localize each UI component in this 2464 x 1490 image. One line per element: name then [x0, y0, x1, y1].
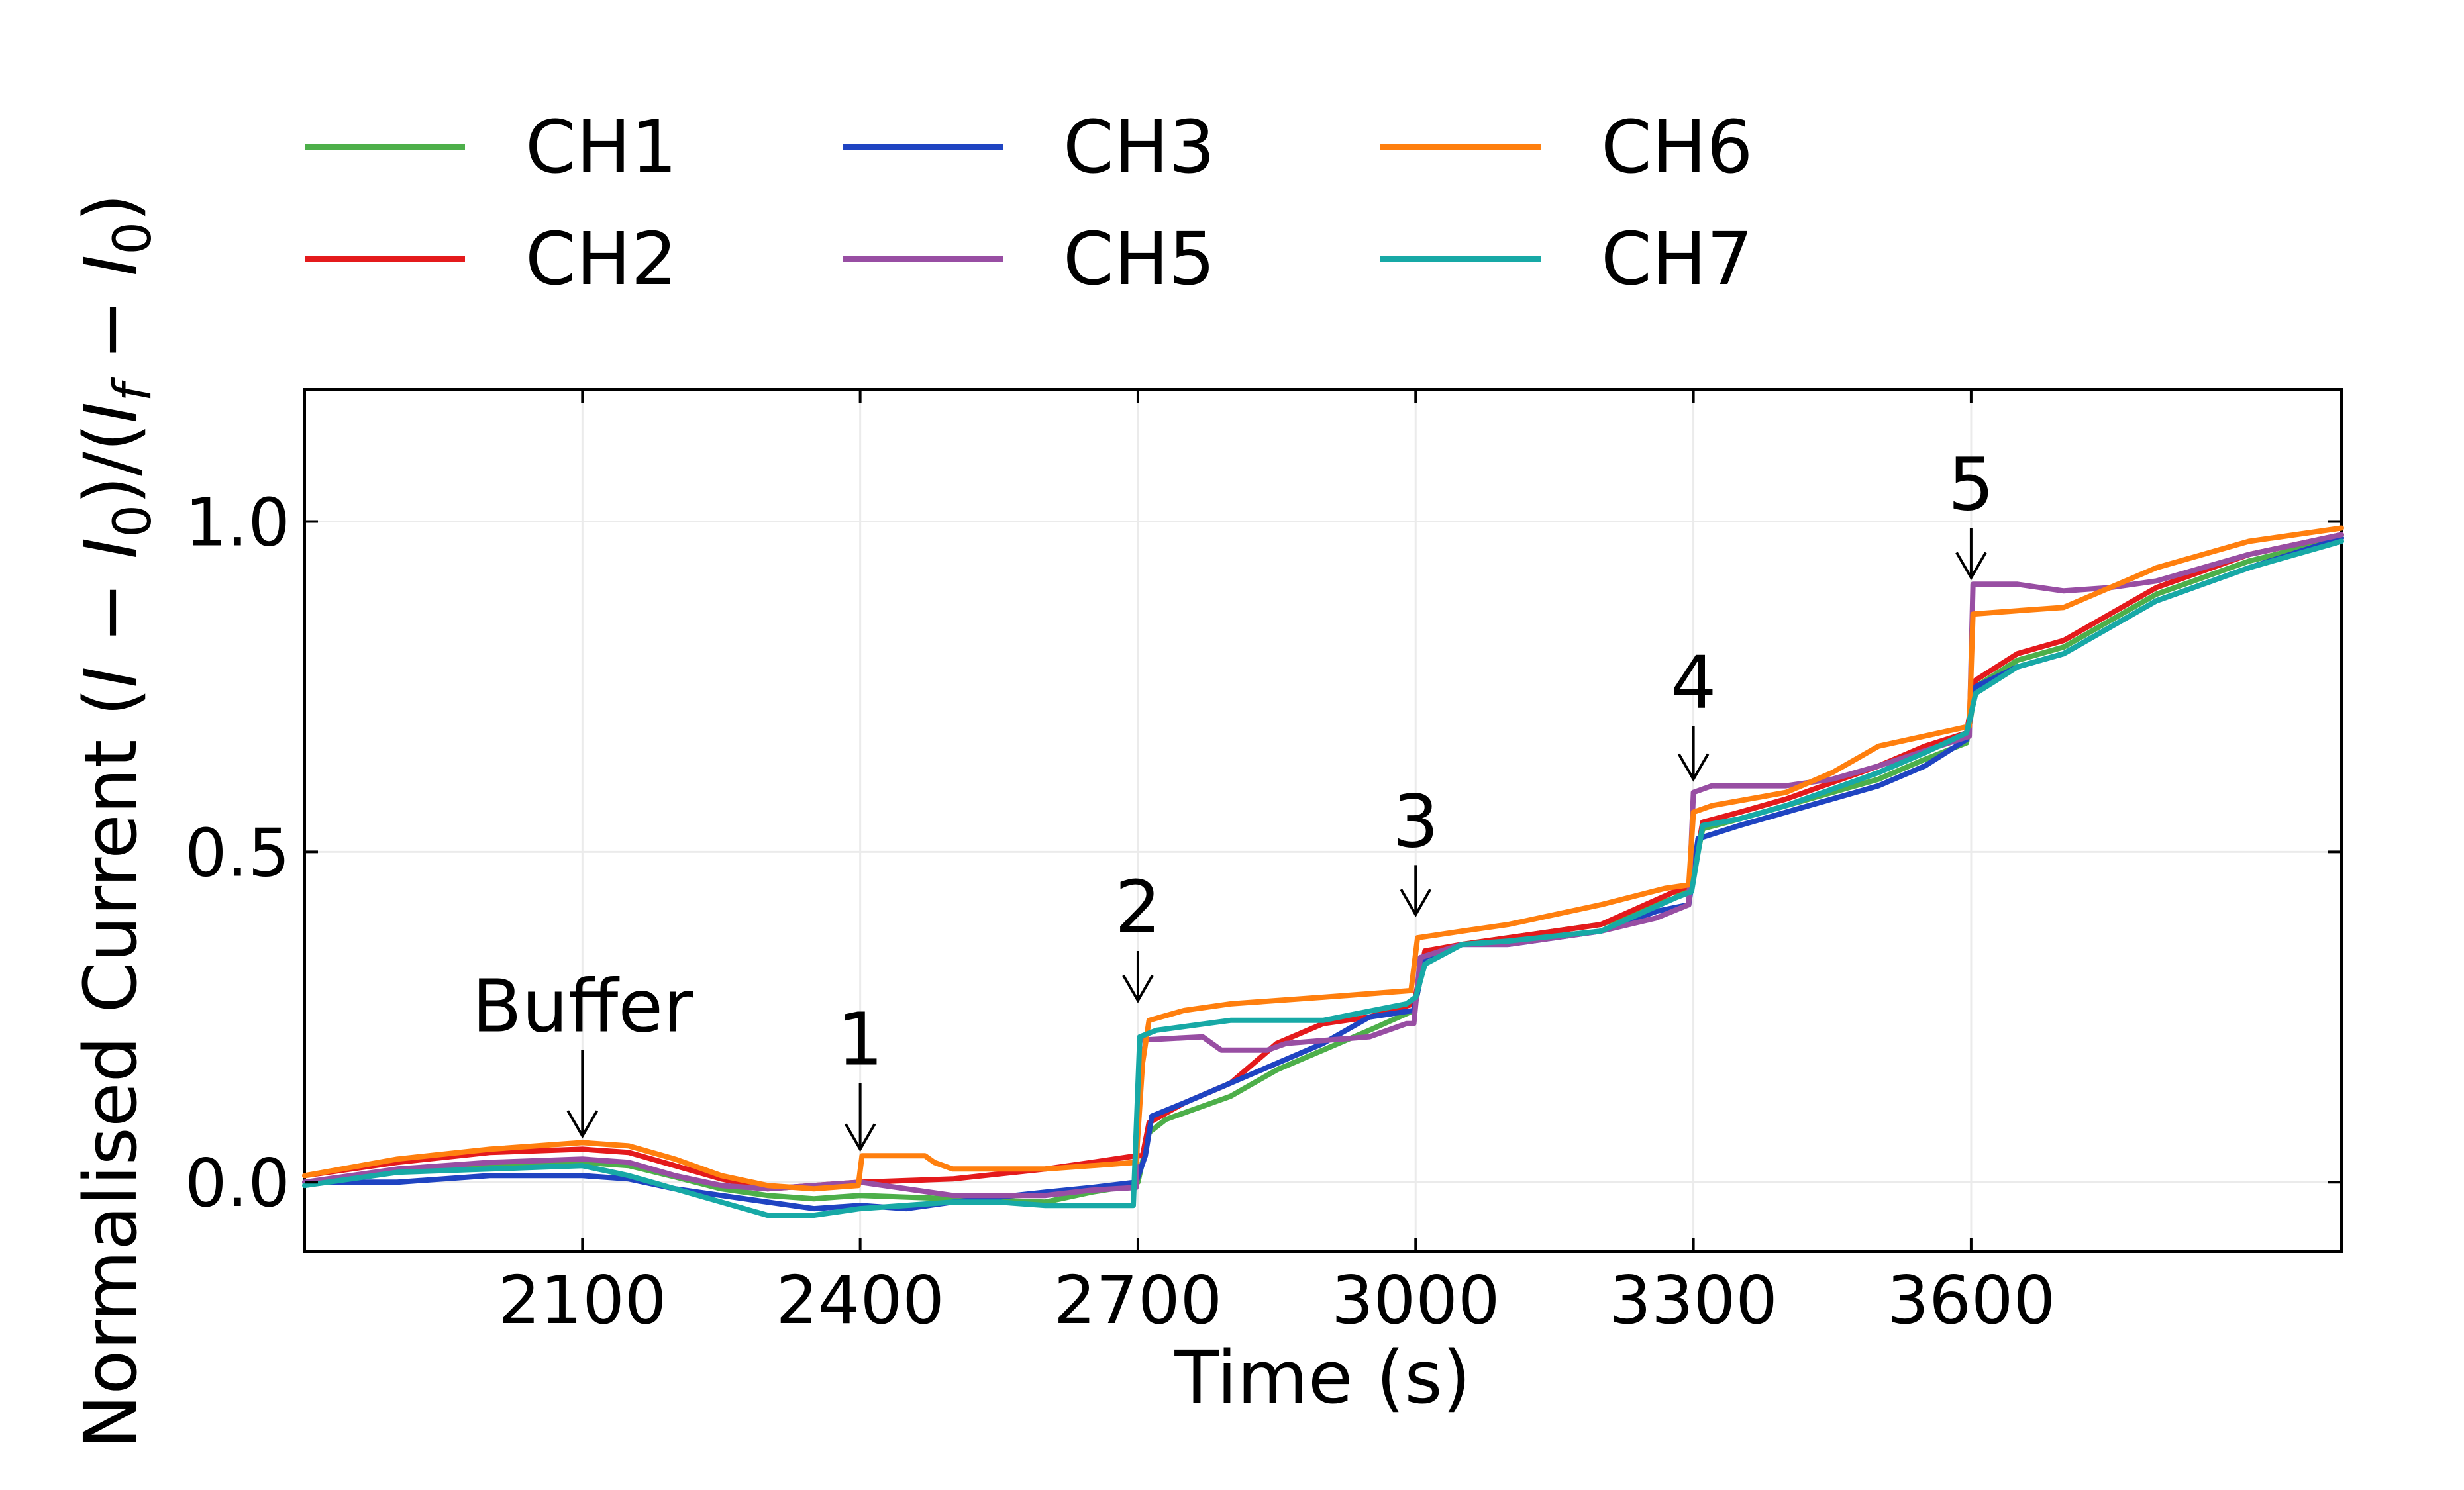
grid-lines [305, 389, 2341, 1252]
annotation-5: 5 [1948, 442, 1994, 581]
annotation-label: 1 [837, 997, 884, 1082]
x-tick-label: 3000 [1331, 1262, 1500, 1339]
y-axis-title-part: I [68, 538, 153, 559]
y-axis-title-part: − [68, 559, 153, 666]
y-axis-title-part: − [68, 276, 153, 383]
y-tick-label: 0.5 [185, 814, 290, 891]
x-tick-label: 2700 [1054, 1262, 1223, 1339]
y-axis-title-part: I [68, 402, 153, 423]
x-tick-label: 3300 [1609, 1262, 1778, 1339]
annotation-label: 3 [1392, 779, 1439, 864]
annotation-buffer: Buffer [472, 964, 693, 1139]
series-line-ch6 [302, 525, 2344, 1192]
plot-frame [303, 388, 2343, 1253]
annotation-label: Buffer [472, 964, 693, 1049]
y-tick-label: 1.0 [185, 484, 290, 562]
annotation-label: 4 [1670, 640, 1717, 725]
legend-item-ch7: CH7 [1380, 217, 1753, 301]
legend-label: CH7 [1601, 217, 1753, 301]
series-line-ch2 [302, 532, 2344, 1192]
y-axis-title-part: Normalised Current ( [68, 688, 153, 1449]
y-tick-label: 0.0 [185, 1144, 290, 1222]
y-axis-title-part: 0 [103, 505, 163, 538]
series-line-ch3 [302, 535, 2344, 1212]
legend-item-ch5: CH5 [843, 217, 1215, 301]
series-line-ch7 [302, 538, 2344, 1218]
y-axis-title-part: )/( [68, 423, 153, 505]
y-axis-title-part: ) [68, 193, 153, 222]
y-axis-title-part: 0 [103, 222, 163, 255]
legend-label: CH2 [525, 217, 678, 301]
annotation-arrowhead [1400, 889, 1432, 918]
x-tick-label: 3600 [1887, 1262, 2056, 1339]
series-lines [302, 525, 2344, 1218]
annotation-arrowhead [1122, 974, 1154, 1003]
legend-item-ch1: CH1 [305, 105, 678, 189]
x-axis-title: Time (s) [1174, 1335, 1470, 1420]
annotation-3: 3 [1392, 779, 1439, 918]
annotation-label: 5 [1948, 442, 1994, 527]
annotation-label: 2 [1115, 865, 1161, 950]
axis-ticks: 2100 2400 2700 3000 3300 3600 0.0 0.5 1.0 [185, 389, 2341, 1339]
y-axis-title-part: I [68, 666, 153, 687]
annotation-arrowhead [844, 1123, 876, 1152]
legend: CH1 CH2 CH3 CH5 CH6 CH7 [305, 105, 1753, 301]
annotation-arrowhead [1955, 552, 1987, 581]
annotation-arrowhead [566, 1110, 599, 1139]
annotations: Buffer 1 2 3 4 5 [472, 442, 1994, 1152]
annotation-4: 4 [1670, 640, 1717, 782]
legend-label: CH1 [525, 105, 678, 189]
x-tick-label: 2100 [498, 1262, 667, 1339]
series-line-ch1 [302, 535, 2344, 1205]
legend-item-ch6: CH6 [1380, 105, 1753, 189]
legend-item-ch3: CH3 [843, 105, 1215, 189]
legend-label: CH6 [1601, 105, 1753, 189]
legend-label: CH5 [1063, 217, 1215, 301]
y-axis-title-part: I [68, 255, 153, 276]
x-tick-label: 2400 [776, 1262, 945, 1339]
annotation-1: 1 [837, 997, 884, 1152]
annotation-2: 2 [1115, 865, 1161, 1003]
annotation-arrowhead [1677, 753, 1710, 782]
legend-item-ch2: CH2 [305, 217, 678, 301]
series-line-ch5 [302, 532, 2344, 1199]
y-axis-title: Normalised Current (I − I0)/(If − I0) [68, 193, 163, 1449]
legend-label: CH3 [1063, 105, 1215, 189]
